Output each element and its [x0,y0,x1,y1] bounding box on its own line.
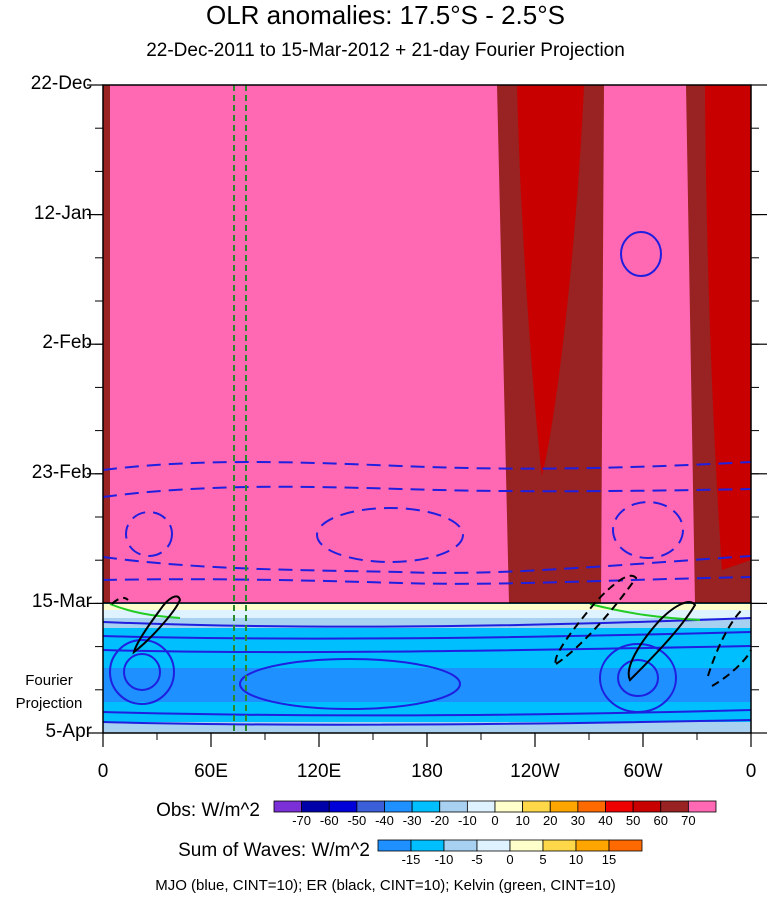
obs-colorbar-tick-label: -60 [319,813,339,828]
x-tick-label: 120W [510,761,560,782]
projection-field-band-bottom [103,722,751,733]
obs-colorbar-swatch-13 [632,800,662,813]
obs-colorbar-tick-label: 50 [625,813,641,828]
waves-colorbar-tick-label: -5 [471,852,483,867]
mjo-contour-negative-2 [102,485,752,498]
waves-colorbar-swatch-0 [377,839,412,852]
mjo-projection-contour-1 [102,617,752,628]
er-contour-west [132,595,182,655]
obs-colorbar-tick-label: 20 [543,813,558,828]
projection-field-band-top [103,604,751,610]
obs-colorbar-swatch-12 [605,800,634,813]
obs-colorbar-tick-label: 30 [570,813,586,828]
x-tick-label: 60E [194,761,228,782]
obs-colorbar-tick-label: 70 [681,813,696,828]
obs-colorbar-swatch-10 [549,800,579,813]
waves-colorbar-swatch-1 [410,839,445,852]
y-tick-label: 15-Mar [31,591,92,613]
y-tick-label: 12-Jan [33,202,92,224]
mjo-projection-cell-west-inner [123,653,161,691]
obs-colorbar-title: Obs: W/m^2 [156,800,260,821]
obs-colorbar-swatch-4 [384,800,413,813]
waves-colorbar-swatch-7 [608,839,643,852]
mjo-contour-negative-1 [102,461,752,471]
projection-field-band-upper [103,610,751,618]
mjo-contour-negative-4 [102,576,752,585]
mjo-projection-contour-4 [102,709,752,717]
mjo-contour-positive-cell [620,231,662,277]
obs-colorbar-swatch-5 [411,800,441,813]
projection-field-band-mid [103,618,751,628]
waves-colorbar-tick-label: -10 [434,852,454,867]
kelvin-contour-west [109,603,181,619]
obs-colorbar-swatch-9 [522,800,551,813]
obs-colorbar-swatch-15 [687,800,717,813]
mjo-contour-cell-west [125,511,173,557]
x-tick-label: 180 [411,761,443,782]
mjo-contour-negative-3 [102,555,752,574]
waves-colorbar-swatch-3 [476,839,511,852]
mjo-projection-contour-3 [102,645,752,654]
x-tick-label: 0 [97,761,109,782]
mjo-projection-cell-west-outer [109,639,175,705]
obs-colorbar-swatch-14 [660,800,689,813]
obs-colorbar-tick-label: -20 [430,813,450,828]
waves-colorbar-title: Sum of Waves: W/m^2 [178,840,370,861]
er-contour-far-east-dashed [707,607,752,687]
contour-caption: MJO (blue, CINT=10); ER (black, CINT=10)… [155,877,616,894]
mjo-projection-contour-2 [102,631,752,640]
obs-colorbar-swatch-8 [494,800,524,813]
obs-colorbar-tick-label: 60 [653,813,668,828]
mjo-projection-cell-center [239,658,461,710]
waves-colorbar-tick-label: 10 [568,852,584,867]
obs-colorbar-tick-label: -70 [292,813,312,828]
obs-colorbar-tick-label: -40 [375,813,394,828]
obs-colorbar-swatch-7 [466,800,496,813]
obs-field-background [103,85,751,603]
obs-field-peak-band-b [705,85,751,570]
y-tick-label: 2-Feb [42,332,92,354]
obs-colorbar-swatch-0 [273,800,303,813]
obs-colorbar-tick-label: 40 [598,813,613,828]
obs-field-edge-west [103,85,110,603]
obs-colorbar-swatch-2 [328,800,358,813]
waves-colorbar-swatch-4 [509,839,544,852]
obs-field-peak-band-a [517,85,584,476]
obs-colorbar-tick-label: -10 [457,813,477,828]
obs-colorbar-tick-label: 10 [515,813,530,828]
waves-colorbar-tick-label: 0 [506,852,514,867]
mjo-projection-cell-east-outer [599,643,677,713]
kelvin-contour-east [589,603,701,621]
obs-colorbar-tick-label: 0 [491,813,499,828]
waves-colorbar-swatch-2 [443,839,478,852]
obs-colorbar-swatch-1 [301,800,330,813]
y-tick-label: 5-Apr [45,721,92,742]
chart-subtitle: 22-Dec-2011 to 15-Mar-2012 + 21-day Four… [146,40,625,61]
y-tick-label: 22-Dec [30,73,92,94]
x-tick-label: 60W [623,761,663,782]
fourier-projection-label: Fourier Projection [15,672,83,712]
er-contour-east-dashed [554,574,638,666]
waves-colorbar-tick-label: 15 [601,852,617,867]
mjo-projection-cell-east-inner [617,659,659,697]
obs-colorbar-swatch-6 [439,800,468,813]
obs-colorbar-tick-label: -50 [347,813,367,828]
chart-title: OLR anomalies: 17.5°S - 2.5°S [206,0,565,30]
x-tick-label: 120E [296,761,342,782]
y-tick-label: 23-Feb [31,461,92,483]
obs-colorbar-swatch-3 [356,800,385,813]
waves-colorbar-swatch-6 [575,839,610,852]
obs-colorbar-swatch-11 [577,800,606,813]
mjo-contour-cell-east [612,501,684,559]
waves-colorbar-tick-label: -15 [401,852,421,867]
projection-field-band-center [103,668,751,702]
waves-colorbar-swatch-5 [542,839,577,852]
x-tick-label: 0 [745,761,757,782]
mjo-contour-cell-center [316,507,464,563]
obs-colorbar-tick-label: -30 [402,813,422,828]
mjo-projection-contour-5 [102,719,752,726]
waves-colorbar-tick-label: 5 [539,852,547,867]
